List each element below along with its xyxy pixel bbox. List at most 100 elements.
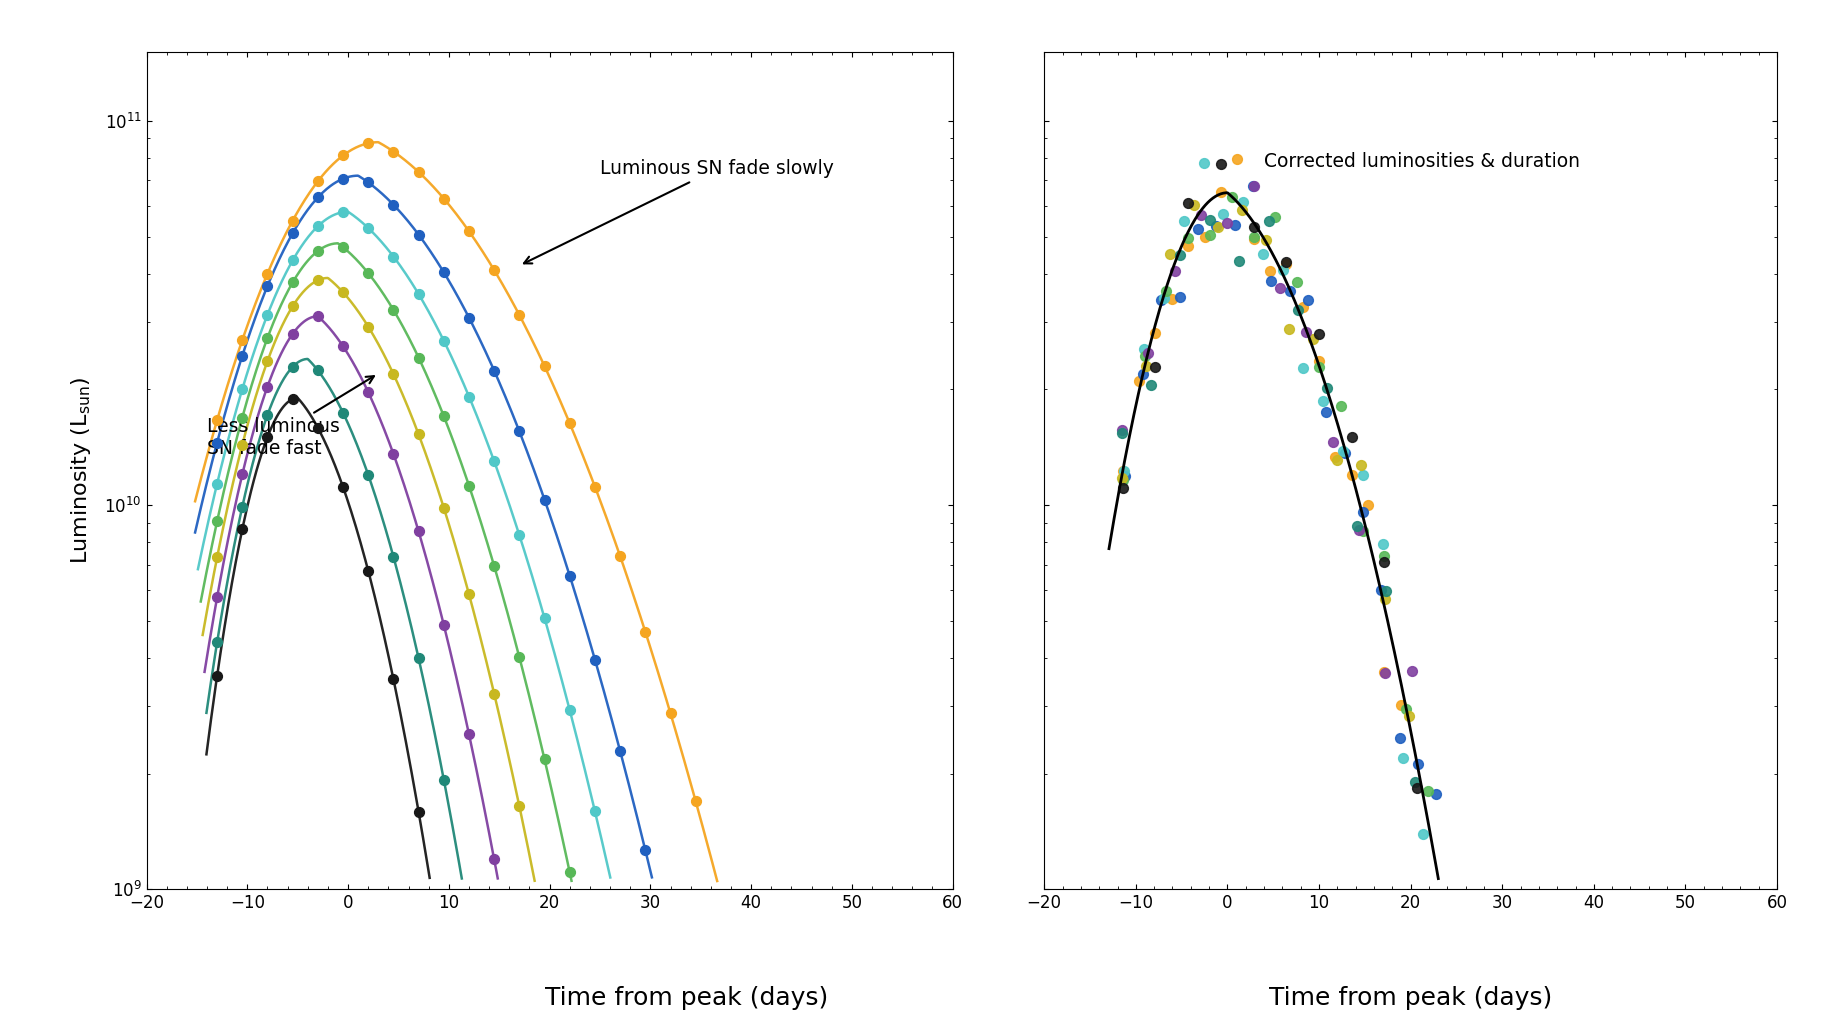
Point xyxy=(1312,404,1341,421)
Point xyxy=(1282,274,1312,291)
Point xyxy=(403,523,432,540)
Point xyxy=(1389,750,1418,766)
Point xyxy=(403,803,432,820)
Point xyxy=(529,491,559,508)
Text: Corrected luminosities & duration: Corrected luminosities & duration xyxy=(1264,152,1579,172)
Point xyxy=(202,412,231,428)
Point xyxy=(1347,456,1376,473)
Point xyxy=(227,521,256,538)
Point xyxy=(1304,353,1334,369)
Point xyxy=(1323,451,1352,467)
Point xyxy=(1108,462,1138,479)
Point xyxy=(379,446,409,462)
Point xyxy=(328,479,357,495)
Point xyxy=(1129,341,1158,358)
Point xyxy=(302,243,333,260)
Point xyxy=(253,330,282,346)
Point xyxy=(480,362,509,378)
Point xyxy=(1174,194,1204,211)
Point xyxy=(278,298,308,314)
Point xyxy=(253,378,282,395)
Point xyxy=(278,212,308,229)
Point xyxy=(454,586,484,603)
Point xyxy=(1238,219,1268,236)
Point xyxy=(429,616,458,633)
Point xyxy=(1165,290,1194,306)
Point xyxy=(1409,826,1438,843)
Point xyxy=(1108,469,1138,486)
Point xyxy=(1330,445,1359,461)
Point xyxy=(504,527,535,544)
Point xyxy=(1348,523,1378,540)
Point xyxy=(379,196,409,213)
Point xyxy=(354,220,383,237)
Point xyxy=(1271,255,1301,272)
Point xyxy=(1229,194,1259,211)
Point xyxy=(227,347,256,364)
Point xyxy=(1213,214,1242,231)
Point xyxy=(1238,178,1268,194)
Point xyxy=(1169,213,1198,230)
Point xyxy=(630,842,660,858)
Point xyxy=(1205,184,1235,201)
Point xyxy=(1110,468,1140,485)
Point xyxy=(1249,245,1279,262)
Point xyxy=(1414,783,1444,799)
Point xyxy=(278,326,308,342)
Point xyxy=(1293,292,1323,308)
Point xyxy=(1194,226,1224,243)
Point xyxy=(429,408,458,425)
Point xyxy=(1108,422,1138,438)
Point xyxy=(328,338,357,355)
Point xyxy=(1345,521,1374,538)
Point xyxy=(1288,360,1317,376)
Point xyxy=(605,548,636,565)
Point xyxy=(1222,151,1251,168)
Point xyxy=(529,610,559,627)
Point xyxy=(504,798,535,815)
Point xyxy=(454,726,484,742)
Point xyxy=(555,864,584,881)
Point xyxy=(1255,263,1284,279)
Point xyxy=(504,423,535,439)
Point xyxy=(1288,299,1317,315)
Point xyxy=(1387,697,1416,713)
Point xyxy=(253,406,282,423)
Point xyxy=(1372,583,1401,600)
Point xyxy=(1275,321,1304,337)
Point xyxy=(1189,155,1218,172)
Point xyxy=(1191,229,1220,245)
Point xyxy=(454,309,484,326)
Point xyxy=(1180,196,1209,213)
Point xyxy=(1160,264,1189,280)
Text: Time from peak (days): Time from peak (days) xyxy=(1270,985,1552,1010)
Point xyxy=(1238,178,1268,194)
Point xyxy=(1321,449,1350,465)
Point xyxy=(555,702,584,719)
Point xyxy=(480,686,509,702)
Point xyxy=(1268,262,1297,278)
Point xyxy=(1370,591,1400,608)
Point xyxy=(354,384,383,400)
Point xyxy=(429,499,458,516)
Point xyxy=(1108,472,1138,488)
Point xyxy=(504,307,535,324)
Point xyxy=(202,589,231,606)
Point xyxy=(1130,347,1160,364)
Point xyxy=(581,479,610,495)
Point xyxy=(529,358,559,374)
Point xyxy=(1227,202,1257,218)
Point xyxy=(1370,664,1400,680)
Point xyxy=(1108,480,1138,496)
Point xyxy=(480,453,509,469)
Point xyxy=(302,189,333,206)
Point xyxy=(1282,301,1312,317)
Point xyxy=(253,266,282,282)
Point xyxy=(1403,756,1433,772)
Point xyxy=(278,391,308,407)
Point xyxy=(1401,774,1431,791)
Point xyxy=(1204,218,1233,235)
Point xyxy=(328,171,357,187)
Point xyxy=(227,436,256,453)
Point xyxy=(1292,324,1321,340)
